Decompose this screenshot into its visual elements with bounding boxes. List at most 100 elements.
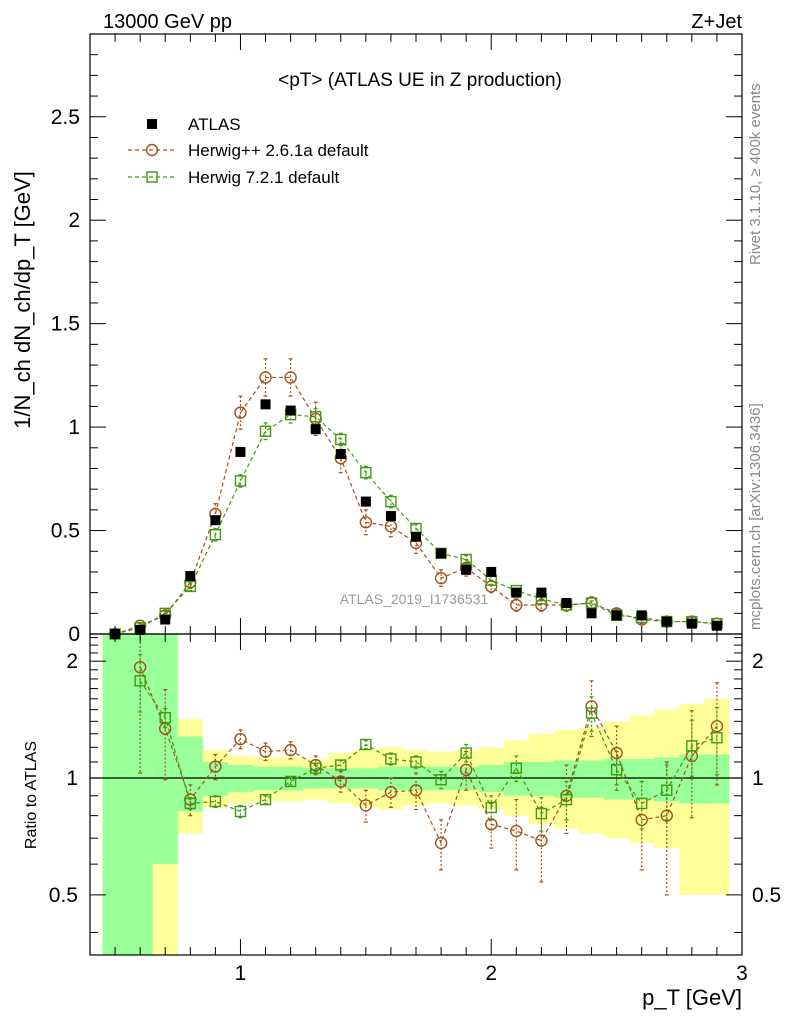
ratio-point-2 xyxy=(711,732,723,744)
ratio-point-1 xyxy=(535,834,548,847)
data-point xyxy=(160,614,171,625)
point-2 xyxy=(460,553,472,566)
ratio-point-1 xyxy=(133,660,147,674)
data-point xyxy=(360,496,371,507)
ratio-point-2 xyxy=(335,759,347,771)
ratio-point-2 xyxy=(234,805,247,818)
ratio-point-2 xyxy=(560,793,573,806)
ratio-point-2 xyxy=(435,774,447,786)
ratio-y-tick-label-right: 2 xyxy=(752,650,764,673)
mcplots-label: mcplots.cern.ch [arXiv:1306.3436] xyxy=(747,403,764,630)
data-point xyxy=(310,424,321,435)
band-green xyxy=(503,761,529,796)
point-2 xyxy=(234,475,247,487)
point-2 xyxy=(585,597,598,609)
data-point xyxy=(285,405,296,416)
ratio-point-2 xyxy=(259,793,272,806)
ratio-point-2 xyxy=(460,747,472,759)
data-point xyxy=(185,571,196,582)
ratio-point-2 xyxy=(410,756,422,768)
data-point xyxy=(511,587,522,598)
ratio-point-1 xyxy=(485,818,498,831)
point-2 xyxy=(209,528,222,541)
y-axis-label-main: 1/N_ch dN_ch/dp_T [GeV] xyxy=(10,171,35,429)
ratio-point-2 xyxy=(385,753,397,765)
ratio-point-1 xyxy=(209,760,222,773)
point-1 xyxy=(309,412,322,426)
data-point xyxy=(411,531,421,542)
ratio-point-1 xyxy=(710,719,724,733)
data-point xyxy=(486,566,497,577)
data-point xyxy=(235,446,246,457)
data-point xyxy=(335,449,346,459)
ratio-y-tick-label: 2 xyxy=(66,650,78,673)
legend-marker xyxy=(147,119,157,129)
y-tick-label: 0 xyxy=(68,623,80,646)
point-1 xyxy=(234,406,247,419)
point-2 xyxy=(309,411,322,423)
ratio-point-1 xyxy=(459,763,473,777)
ratio-point-2 xyxy=(360,738,372,751)
data-point xyxy=(436,548,447,559)
ratio-y-tick-label-right: 0.5 xyxy=(752,884,781,907)
ratio-point-2 xyxy=(635,797,648,810)
legend-marker xyxy=(146,171,158,183)
y-tick-label: 2.5 xyxy=(51,106,80,129)
ratio-point-2 xyxy=(184,797,197,810)
x-axis-label: p_T [GeV] xyxy=(642,985,742,1010)
ratio-point-2 xyxy=(284,775,297,788)
ratio-point-2 xyxy=(510,762,523,774)
data-point xyxy=(210,515,221,526)
point-2 xyxy=(335,433,347,446)
ratio-point-1 xyxy=(510,824,523,838)
ratio-point-2 xyxy=(485,801,497,814)
ratio-point-1 xyxy=(610,746,623,760)
ratio-y-tick-label: 0.5 xyxy=(49,884,78,907)
ratio-y-tick-label-right: 1 xyxy=(752,767,764,790)
data-point xyxy=(385,511,396,522)
header-right: Z+Jet xyxy=(691,11,742,33)
band-green xyxy=(152,634,178,865)
ratio-point-1 xyxy=(409,784,423,797)
point-2 xyxy=(360,466,372,479)
ratio-point-2 xyxy=(535,807,548,820)
point-1 xyxy=(284,371,297,384)
plot-title: <pT> (ATLAS UE in Z production) xyxy=(278,70,562,91)
data-point xyxy=(611,610,622,621)
ratio-point-1 xyxy=(434,836,448,850)
ratio-point-2 xyxy=(686,740,698,752)
data-point xyxy=(686,618,697,629)
header-left: 13000 GeV pp xyxy=(103,11,232,33)
legend-marker xyxy=(145,143,159,157)
point-1 xyxy=(535,598,548,612)
point-1 xyxy=(359,516,373,529)
data-point xyxy=(661,616,672,627)
ratio-point-1 xyxy=(635,813,648,827)
data-point xyxy=(711,620,722,631)
point-1 xyxy=(259,371,272,384)
point-1 xyxy=(384,520,398,533)
legend-label: Herwig++ 2.6.1a default xyxy=(188,141,369,160)
x-tick-label: 3 xyxy=(736,962,748,985)
point-2 xyxy=(259,425,272,437)
legend-label: Herwig 7.2.1 default xyxy=(188,168,339,187)
data-point xyxy=(260,399,271,410)
point-1 xyxy=(434,571,448,585)
watermark: ATLAS_2019_I1736531 xyxy=(340,591,489,607)
point-1 xyxy=(510,598,523,612)
y-tick-label: 0.5 xyxy=(51,520,80,543)
legend-label: ATLAS xyxy=(188,115,241,134)
point-2 xyxy=(385,495,397,508)
y-tick-label: 1 xyxy=(68,416,80,439)
y-tick-label: 1.5 xyxy=(51,313,80,336)
data-point xyxy=(536,587,547,598)
data-point xyxy=(636,610,647,621)
ratio-point-1 xyxy=(334,775,347,788)
y-tick-label: 2 xyxy=(68,209,80,232)
ratio-point-1 xyxy=(384,785,398,799)
x-tick-label: 1 xyxy=(235,962,247,985)
ratio-point-2 xyxy=(610,764,623,776)
x-tick-label: 2 xyxy=(485,962,497,985)
data-point xyxy=(561,597,572,608)
